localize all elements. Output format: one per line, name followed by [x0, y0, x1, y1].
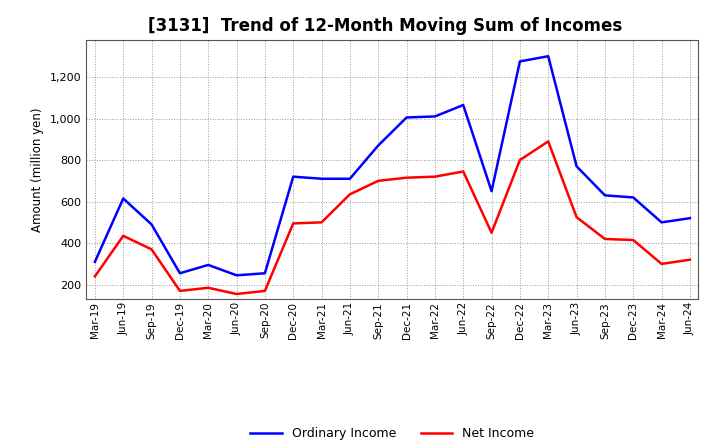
Ordinary Income [572, 164, 581, 169]
Net Income [289, 221, 297, 226]
Ordinary Income [318, 176, 326, 181]
Line: Net Income: Net Income [95, 141, 690, 294]
Ordinary Income [459, 103, 467, 108]
Net Income [91, 274, 99, 279]
Ordinary Income [204, 262, 212, 268]
Ordinary Income [119, 196, 127, 201]
Ordinary Income [402, 115, 411, 120]
Ordinary Income [346, 176, 354, 181]
Net Income [572, 215, 581, 220]
Ordinary Income [431, 114, 439, 119]
Ordinary Income [600, 193, 609, 198]
Ordinary Income [176, 271, 184, 276]
Net Income [119, 233, 127, 238]
Net Income [544, 139, 552, 144]
Net Income [487, 230, 496, 235]
Net Income [431, 174, 439, 180]
Net Income [402, 175, 411, 180]
Net Income [346, 192, 354, 197]
Ordinary Income [91, 259, 99, 264]
Net Income [459, 169, 467, 174]
Ordinary Income [657, 220, 666, 225]
Ordinary Income [289, 174, 297, 180]
Net Income [516, 158, 524, 163]
Net Income [629, 237, 637, 242]
Net Income [176, 288, 184, 293]
Ordinary Income [148, 222, 156, 227]
Ordinary Income [685, 216, 694, 221]
Ordinary Income [487, 189, 496, 194]
Net Income [148, 247, 156, 252]
Net Income [233, 291, 241, 297]
Net Income [600, 236, 609, 242]
Net Income [204, 285, 212, 290]
Ordinary Income [374, 143, 382, 148]
Line: Ordinary Income: Ordinary Income [95, 56, 690, 275]
Net Income [318, 220, 326, 225]
Y-axis label: Amount (million yen): Amount (million yen) [32, 107, 45, 231]
Ordinary Income [544, 54, 552, 59]
Net Income [657, 261, 666, 267]
Ordinary Income [629, 195, 637, 200]
Net Income [261, 288, 269, 293]
Net Income [374, 178, 382, 183]
Ordinary Income [233, 273, 241, 278]
Ordinary Income [261, 271, 269, 276]
Legend: Ordinary Income, Net Income: Ordinary Income, Net Income [246, 422, 539, 440]
Text: [3131]  Trend of 12-Month Moving Sum of Incomes: [3131] Trend of 12-Month Moving Sum of I… [148, 17, 622, 35]
Net Income [685, 257, 694, 262]
Ordinary Income [516, 59, 524, 64]
